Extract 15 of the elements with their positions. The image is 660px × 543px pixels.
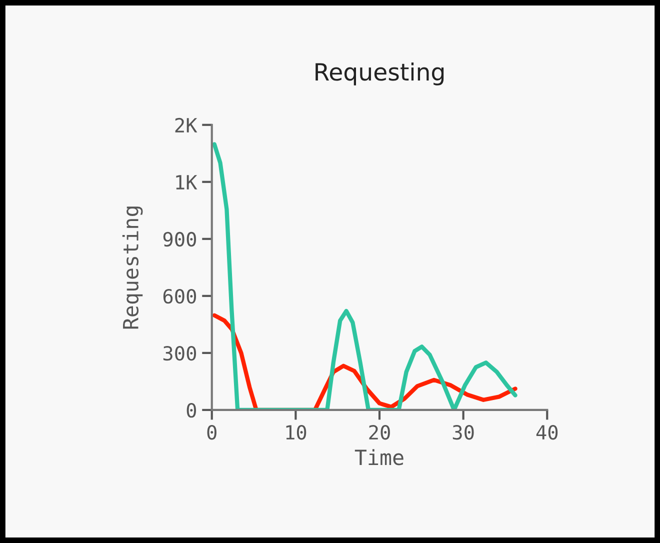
y-tick-label: 0 bbox=[186, 402, 196, 418]
x-tick-label: 40 bbox=[536, 424, 558, 440]
chart-title: Requesting bbox=[316, 62, 444, 86]
x-tick-label: 0 bbox=[207, 424, 216, 440]
y-tick-label: 600 bbox=[163, 288, 196, 304]
y-axis-title: Requesting bbox=[122, 206, 143, 329]
y-tick-label: 1K bbox=[176, 175, 198, 190]
y-tick-label: 300 bbox=[163, 346, 196, 361]
y-tick-label: 900 bbox=[163, 232, 196, 247]
x-axis-title: Time bbox=[354, 449, 404, 466]
x-tick-label: 20 bbox=[369, 424, 390, 440]
x-tick-label: 30 bbox=[452, 424, 474, 440]
line-series bbox=[212, 142, 518, 410]
y-tick-label: 2K bbox=[175, 118, 198, 132]
x-tick-label: 10 bbox=[286, 424, 306, 440]
